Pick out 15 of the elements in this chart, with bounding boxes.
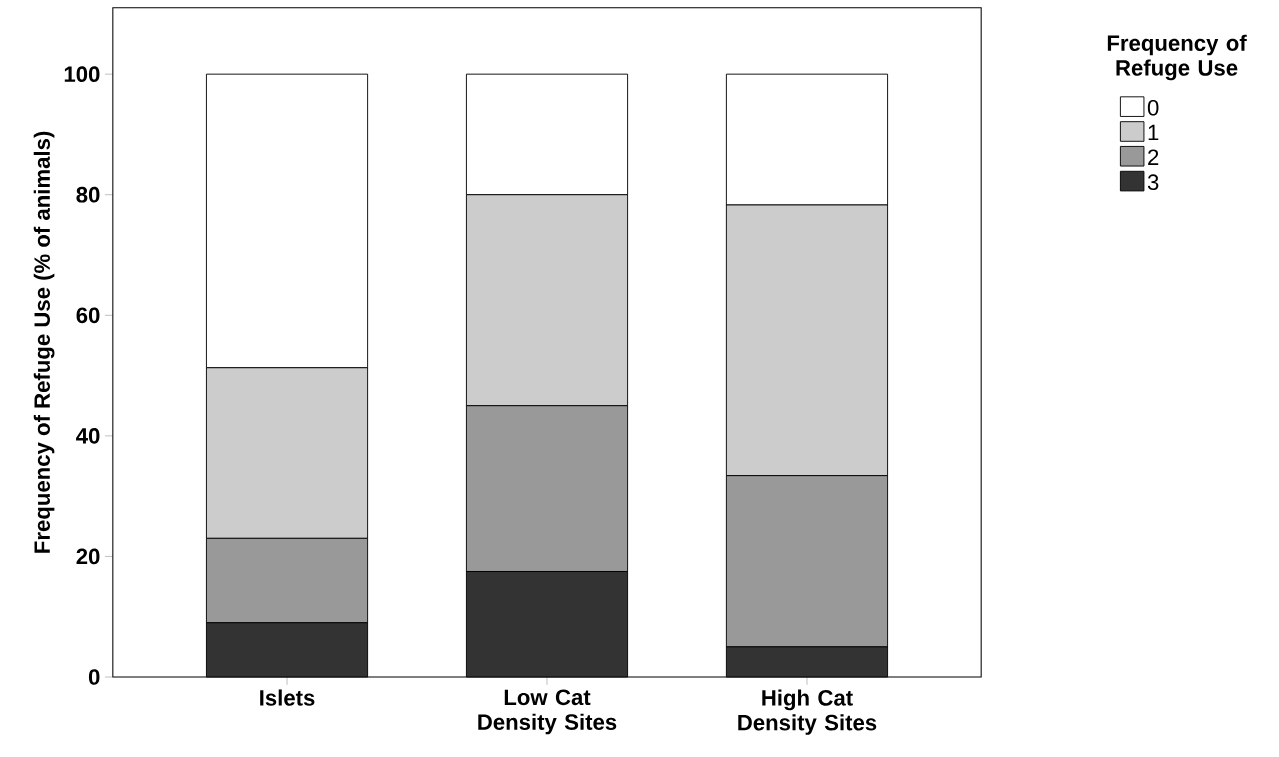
x-tick-label: Islets xyxy=(260,689,315,706)
y-tick-label: 40 xyxy=(76,427,100,444)
y-tick-label: 100 xyxy=(64,66,100,82)
y-tick-label: 60 xyxy=(76,307,100,323)
x-tick-label: High Cat Density Sites xyxy=(738,689,877,735)
x-tick-label: Low Cat Density Sites xyxy=(478,689,617,735)
legend-label: 1 xyxy=(1148,124,1159,140)
legend-label: 3 xyxy=(1147,174,1159,190)
legend-label: 2 xyxy=(1148,149,1159,165)
legend-label: 0 xyxy=(1147,99,1159,116)
y-axis-title: Frequency of Refuge Use (% of animals) xyxy=(33,131,55,553)
y-tick-label: 0 xyxy=(88,668,100,685)
legend-title: Frequency of Refuge Use xyxy=(1107,34,1247,80)
y-tick-label: 80 xyxy=(76,186,100,203)
y-tick-label: 20 xyxy=(76,548,100,565)
